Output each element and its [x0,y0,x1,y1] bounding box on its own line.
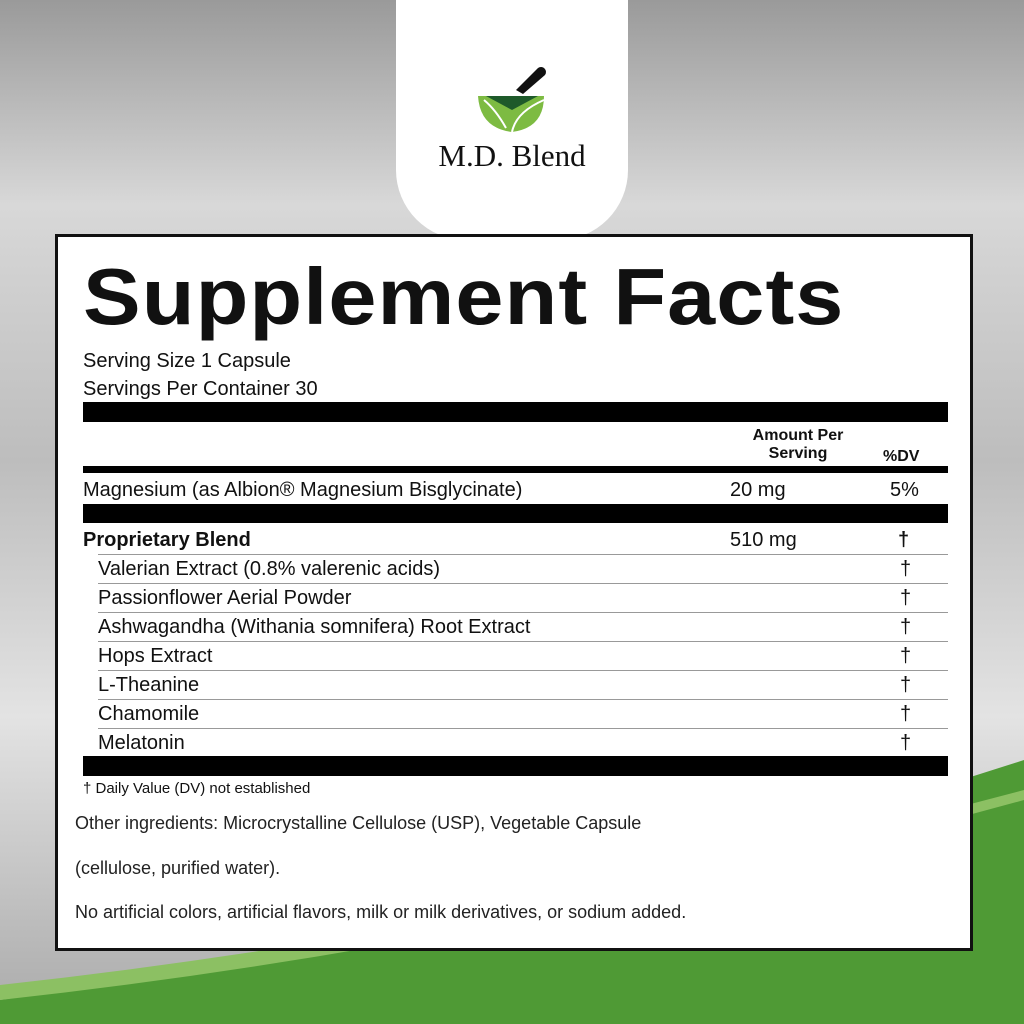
brand-name: M.D. Blend [438,138,586,173]
ingredient-dv: † [900,616,912,638]
row-divider [98,728,948,729]
blend-amount: 510 mg [730,529,797,551]
ingredient-name: Chamomile [98,703,200,725]
brand-logo: M.D. Blend [396,0,628,240]
ingredient-dv: † [900,645,912,667]
ingredient-dv: † [900,674,912,696]
supplement-facts-panel: Supplement Facts Serving Size 1 Capsule … [55,234,973,951]
divider-bar [83,504,948,523]
ingredient-name: Hops Extract [98,645,213,667]
other-ingredients-cont: (cellulose, purified water). [75,858,281,878]
blend-name: Proprietary Blend [83,529,251,551]
serving-size: Serving Size 1 Capsule [83,350,291,372]
ingredient-dv: † [900,732,912,754]
ingredient-dv: † [900,558,912,580]
ingredient-dv: † [900,703,912,725]
servings-per-container: Servings Per Container 30 [83,378,318,400]
nutrient-dv: 5% [890,479,919,501]
ingredient-name: Valerian Extract (0.8% valerenic acids) [98,558,440,580]
ingredient-name: Ashwagandha (Withania somnifera) Root Ex… [98,616,531,638]
ingredient-name: L-Theanine [98,674,200,696]
divider-bar [83,466,948,473]
nutrient-amount: 20 mg [730,479,786,501]
label-title: Supplement Facts [83,252,845,341]
row-divider [98,583,948,584]
row-divider [98,554,948,555]
row-divider [98,699,948,700]
ingredient-dv: † [900,587,912,609]
disclaimer: No artificial colors, artificial flavors… [75,902,687,922]
row-divider [98,612,948,613]
row-divider [98,641,948,642]
ingredient-name: Passionflower Aerial Powder [98,587,352,609]
mortar-pestle-leaf-icon [478,67,546,133]
divider-bar [83,402,948,422]
nutrient-name: Magnesium (as Albion® Magnesium Bisglyci… [83,479,523,501]
other-ingredients: Other ingredients: Microcrystalline Cell… [75,813,642,833]
blend-dv: † [898,529,910,551]
divider-bar [83,756,948,776]
footnote: † Daily Value (DV) not established [83,780,311,797]
ingredient-name: Melatonin [98,732,185,754]
amount-header: Amount Per Serving [752,427,844,462]
row-divider [98,670,948,671]
dv-header: %DV [883,448,920,465]
